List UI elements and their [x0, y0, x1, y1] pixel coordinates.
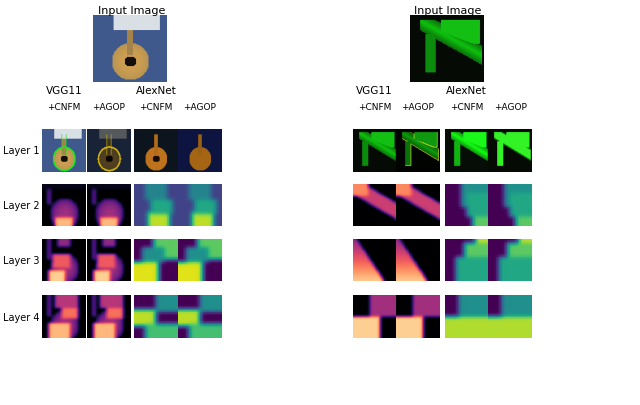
- Text: +AGOP: +AGOP: [401, 103, 435, 112]
- Text: AlexNet: AlexNet: [446, 86, 487, 96]
- Text: +CNFM: +CNFM: [47, 103, 81, 112]
- Text: Input Image: Input Image: [97, 6, 165, 16]
- Text: Layer 4: Layer 4: [3, 312, 40, 322]
- Text: Layer 3: Layer 3: [3, 255, 40, 265]
- Text: Layer 2: Layer 2: [3, 200, 40, 211]
- Text: VGG11: VGG11: [356, 86, 393, 96]
- Text: +AGOP: +AGOP: [92, 103, 125, 112]
- Text: Input Image: Input Image: [414, 6, 482, 16]
- Text: +CNFM: +CNFM: [140, 103, 173, 112]
- Text: +CNFM: +CNFM: [358, 103, 391, 112]
- Text: AlexNet: AlexNet: [136, 86, 177, 96]
- Text: VGG11: VGG11: [46, 86, 83, 96]
- Text: Layer 1: Layer 1: [3, 146, 40, 156]
- Text: +AGOP: +AGOP: [183, 103, 216, 112]
- Text: +CNFM: +CNFM: [450, 103, 483, 112]
- Text: +AGOP: +AGOP: [493, 103, 527, 112]
